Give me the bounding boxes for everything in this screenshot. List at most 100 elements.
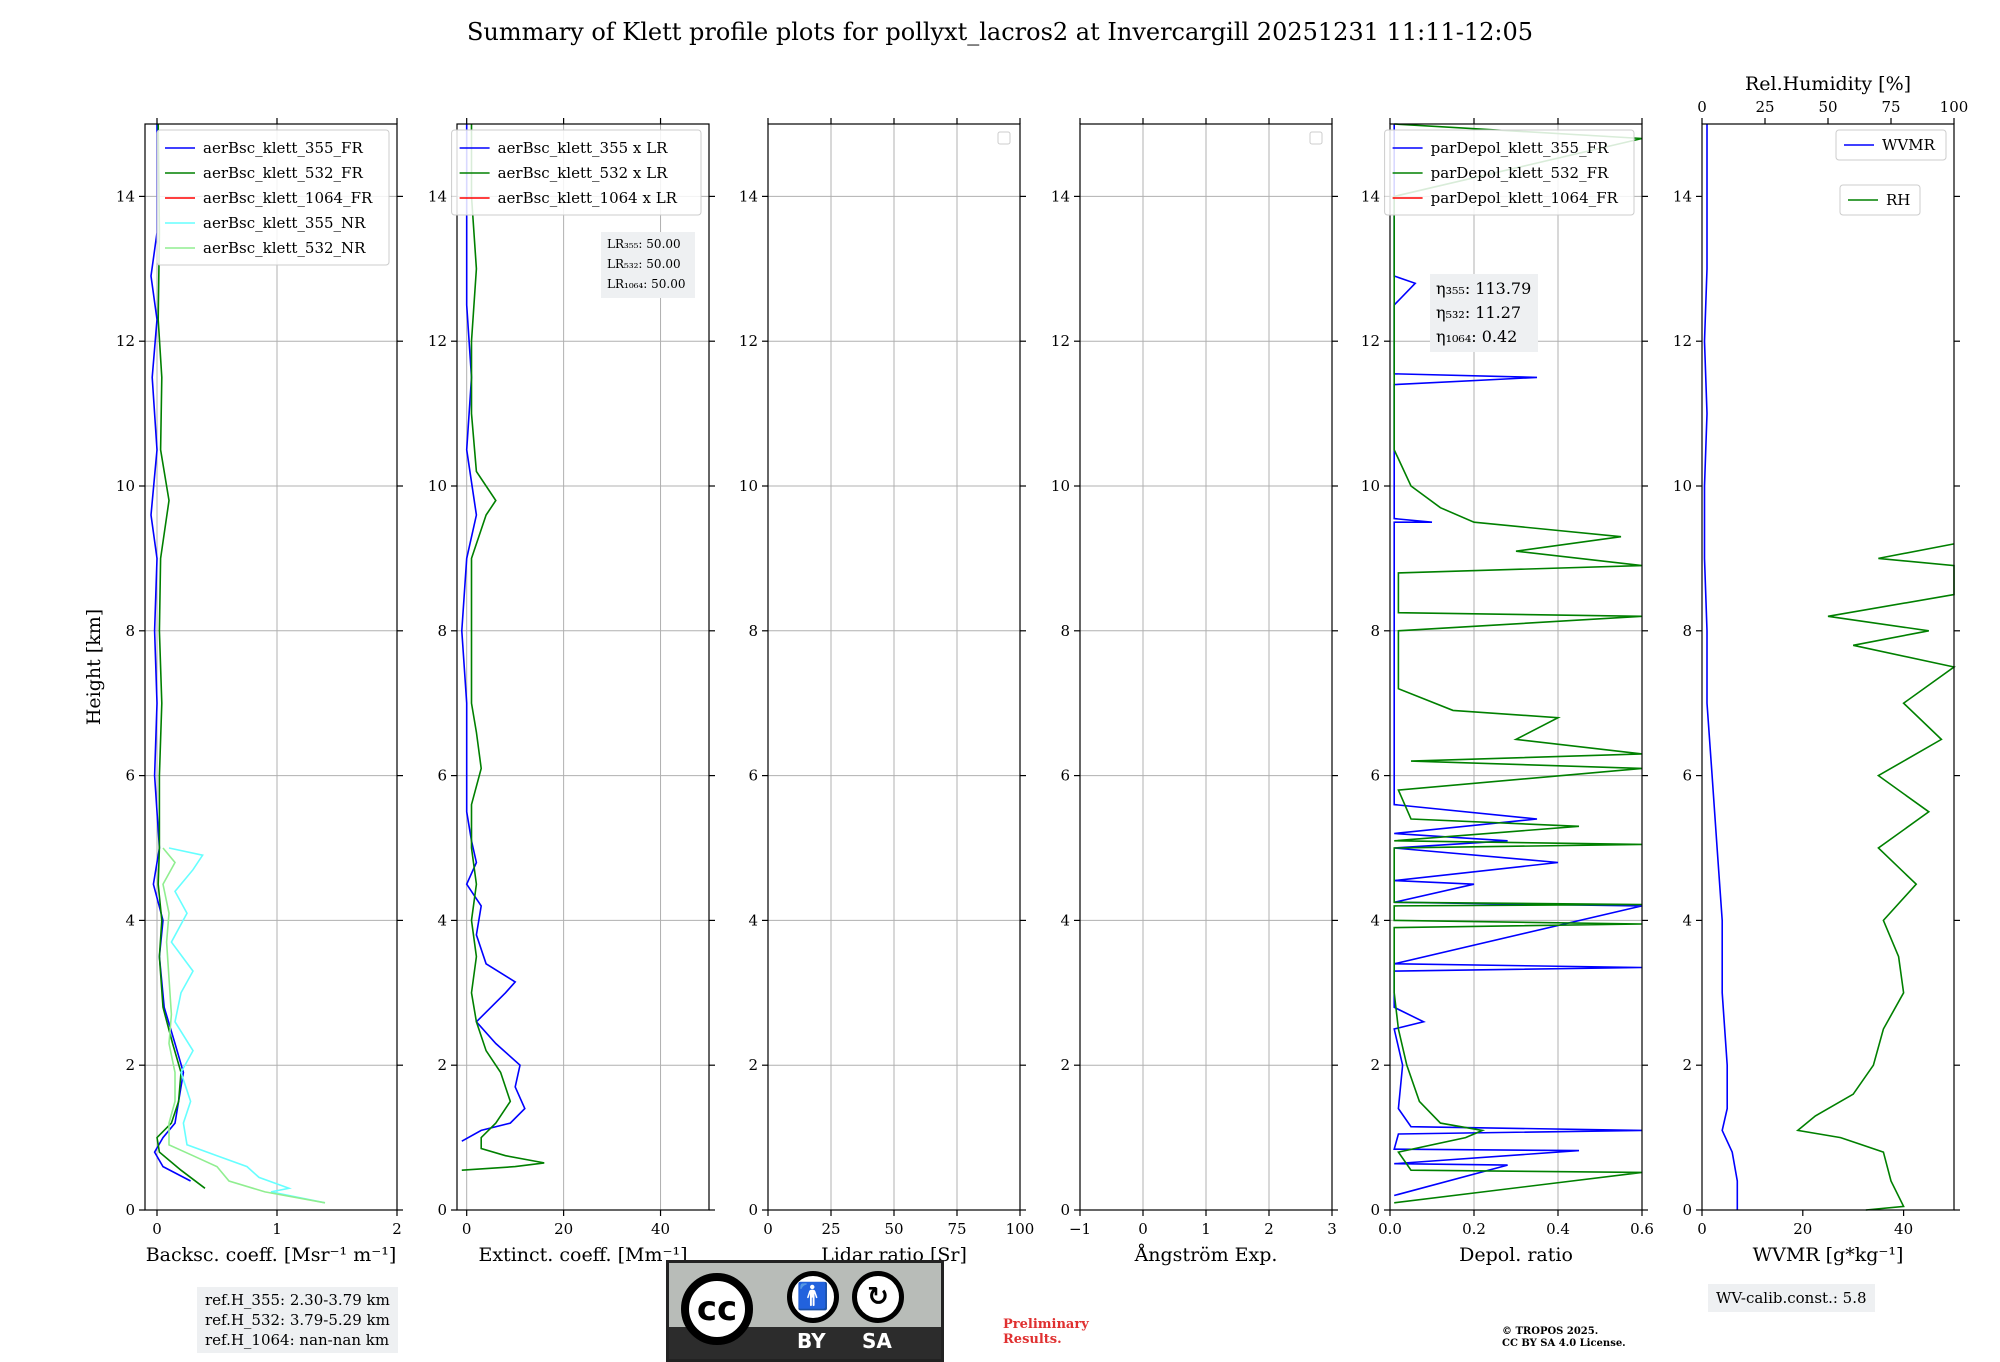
cc-sa-label: SA	[862, 1329, 892, 1353]
backscatter-ytick-label-5: 10	[116, 477, 135, 495]
backscatter-ytick-label-3: 6	[125, 767, 135, 785]
depol-annotation-box	[1430, 274, 1538, 352]
extinction-series-aerbsc-klett-355-x-lr	[460, 124, 526, 1142]
lidar-ratio-ytick-label-4: 8	[748, 622, 758, 640]
angstrom-ytick-label-6: 12	[1051, 332, 1070, 350]
angstrom-xtick-label-1: 0	[1138, 1220, 1148, 1238]
angstrom-legend-empty	[1309, 131, 1323, 145]
depol-xtick-label-2: 0.4	[1546, 1220, 1570, 1238]
share-alike-icon: ↻	[852, 1271, 904, 1323]
depol-frame	[1389, 123, 1643, 1211]
preliminary-line-2: Results.	[1003, 1332, 1062, 1347]
ref-height-532: ref.H_532: 3.79-5.29 km	[205, 1311, 390, 1329]
extinction-legend-label-1: aerBsc_klett_532 x LR	[498, 164, 669, 182]
depol-ytick-label-3: 6	[1370, 767, 1380, 785]
backscatter-ytick-label-6: 12	[116, 332, 135, 350]
wv-calib-text: WV-calib.const.: 5.8	[1716, 1289, 1867, 1307]
backscatter-ylabel: Height [km]	[83, 609, 105, 725]
angstrom-ytick-label-1: 2	[1060, 1056, 1070, 1074]
extinction-ytick-label-2: 4	[437, 911, 447, 929]
depol-series-pardepol-klett-532-fr	[1393, 123, 1643, 1204]
backscatter-series-aerbsc-klett-532-nr	[162, 847, 326, 1204]
backscatter-ytick-label-4: 8	[125, 622, 135, 640]
extinction-xlabel: Extinct. coeff. [Mm⁻¹]	[478, 1244, 687, 1266]
depol-annotation-line-1: η₅₃₂: 11.27	[1436, 303, 1521, 322]
lidar-ratio-xtick-label-3: 75	[947, 1220, 966, 1238]
wvmr-ytick-label-0: 0	[1682, 1201, 1692, 1219]
extinction-legend-label-0: aerBsc_klett_355 x LR	[498, 139, 669, 157]
wvmr-ytick-label-2: 4	[1682, 911, 1692, 929]
depol-xtick-label-3: 0.6	[1630, 1220, 1654, 1238]
backscatter-series-aerbsc-klett-532-fr	[156, 123, 206, 1189]
lidar-ratio-ytick-label-7: 14	[739, 187, 758, 205]
cc-logo-icon: cc	[681, 1273, 753, 1345]
extinction-ytick-label-3: 6	[437, 767, 447, 785]
angstrom-xtick-label-2: 1	[1201, 1220, 1211, 1238]
figure-title: Summary of Klett profile plots for polly…	[466, 18, 1534, 46]
wv-calib-box: WV-calib.const.: 5.8	[1708, 1284, 1875, 1312]
backscatter-ytick-label-1: 2	[125, 1056, 135, 1074]
depol-legend-box	[1384, 129, 1635, 216]
depol-xtick-label-1: 0.2	[1462, 1220, 1486, 1238]
wvmr-xtick-label-2: 40	[1894, 1220, 1913, 1238]
angstrom-ytick-label-4: 8	[1060, 622, 1070, 640]
lidar-ratio-ytick-label-5: 10	[739, 477, 758, 495]
backscatter-xlabel: Backsc. coeff. [Msr⁻¹ m⁻¹]	[146, 1244, 397, 1266]
angstrom-ytick-label-5: 10	[1051, 477, 1070, 495]
backscatter-xtick-label-1: 1	[272, 1220, 282, 1238]
lidar-ratio-ytick-label-0: 0	[748, 1201, 758, 1219]
angstrom-ytick-label-0: 0	[1060, 1201, 1070, 1219]
extinction-xtick-label-0: 0	[462, 1220, 472, 1238]
angstrom-ytick-label-3: 6	[1060, 767, 1070, 785]
copyright-line-2: CC BY SA 4.0 License.	[1502, 1338, 1626, 1349]
wvmr-xtick-label-0: 0	[1697, 1220, 1707, 1238]
depol-annotation-line-0: η₃₅₅: 113.79	[1436, 279, 1531, 298]
wvmr-top-xtick-label-3: 75	[1881, 98, 1900, 116]
backscatter-legend-box	[156, 129, 390, 266]
lidar-ratio-ytick-label-3: 6	[748, 767, 758, 785]
depol-ytick-label-5: 10	[1361, 477, 1380, 495]
lr-annotation-line-0: LR₃₅₅: 50.00	[607, 237, 681, 251]
backscatter-legend-label-3: aerBsc_klett_355_NR	[203, 214, 366, 232]
extinction-ytick-label-4: 8	[437, 622, 447, 640]
copyright-line-1: © TROPOS 2025.	[1502, 1326, 1599, 1337]
depol-xtick-label-0: 0.0	[1378, 1220, 1402, 1238]
lidar-ratio-xtick-label-1: 25	[821, 1220, 840, 1238]
cc-by-label: BY	[797, 1329, 826, 1353]
depol-ytick-label-1: 2	[1370, 1056, 1380, 1074]
cc-license-badge: cc 🚹 ↻ BY SA	[666, 1260, 944, 1362]
backscatter-legend-label-4: aerBsc_klett_532_NR	[203, 239, 366, 257]
depol-ytick-label-0: 0	[1370, 1201, 1380, 1219]
lr-annotation-line-1: LR₅₃₂: 50.00	[607, 257, 681, 271]
backscatter-ytick-label-2: 4	[125, 911, 135, 929]
depol-annotation-line-2: η₁₀₆₄: 0.42	[1436, 327, 1517, 346]
copyright-note: © TROPOS 2025. CC BY SA 4.0 License.	[1502, 1326, 1626, 1350]
backscatter-frame	[144, 123, 398, 1211]
wvmr-ytick-label-3: 6	[1682, 767, 1692, 785]
lidar-ratio-xtick-label-2: 50	[884, 1220, 903, 1238]
attribution-icon: 🚹	[787, 1271, 839, 1323]
ref-heights-box: ref.H_355: 2.30-3.79 km ref.H_532: 3.79-…	[197, 1287, 398, 1353]
wvmr-ytick-label-6: 12	[1673, 332, 1692, 350]
wvmr-top-xtick-label-2: 50	[1818, 98, 1837, 116]
lidar-ratio-legend-empty	[997, 131, 1011, 145]
wvmr-ytick-label-4: 8	[1682, 622, 1692, 640]
extinction-frame	[456, 123, 710, 1211]
lidar-ratio-ytick-label-2: 4	[748, 911, 758, 929]
extinction-ytick-label-1: 2	[437, 1056, 447, 1074]
wvmr-top-xtick-label-4: 100	[1940, 98, 1969, 116]
ref-height-355: ref.H_355: 2.30-3.79 km	[205, 1291, 390, 1309]
extinction-ytick-label-0: 0	[437, 1201, 447, 1219]
depol-ytick-label-4: 8	[1370, 622, 1380, 640]
wvmr-legend-box-1	[1839, 184, 1921, 216]
depol-ytick-label-2: 4	[1370, 911, 1380, 929]
angstrom-ytick-label-7: 14	[1051, 187, 1070, 205]
wvmr-ytick-label-1: 2	[1682, 1056, 1692, 1074]
lr-annotation-box	[601, 232, 695, 298]
lidar-ratio-xtick-label-0: 0	[763, 1220, 773, 1238]
extinction-xtick-label-1: 20	[554, 1220, 573, 1238]
wvmr-series-rh	[1795, 543, 1956, 1211]
lr-annotation-line-2: LR₁₀₆₄: 50.00	[607, 277, 685, 291]
